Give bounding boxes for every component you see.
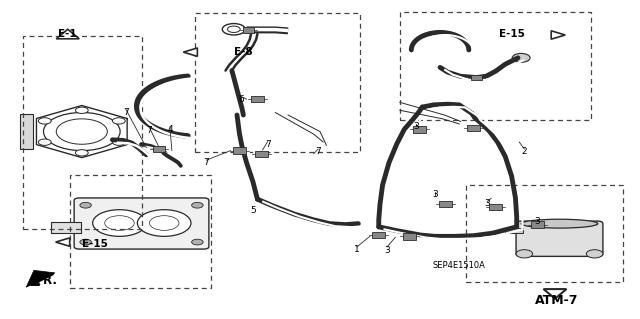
- Text: 7: 7: [316, 147, 321, 156]
- Bar: [439, 201, 452, 207]
- Polygon shape: [183, 48, 197, 56]
- Ellipse shape: [521, 219, 598, 228]
- Circle shape: [80, 239, 92, 245]
- Bar: [467, 124, 479, 131]
- Text: 6: 6: [239, 95, 244, 104]
- Bar: [403, 233, 416, 240]
- Circle shape: [586, 250, 603, 258]
- Bar: [251, 96, 264, 102]
- Bar: [233, 147, 246, 154]
- Bar: [243, 27, 254, 33]
- Polygon shape: [56, 29, 79, 39]
- Text: 7: 7: [204, 158, 209, 167]
- Circle shape: [516, 250, 532, 258]
- Bar: [255, 151, 268, 157]
- Bar: [20, 114, 33, 149]
- Bar: [51, 222, 81, 233]
- Bar: [531, 221, 543, 228]
- Polygon shape: [543, 289, 566, 299]
- Text: 4: 4: [167, 125, 173, 134]
- Bar: [154, 146, 165, 152]
- Text: ATM-7: ATM-7: [534, 294, 578, 307]
- Text: E-15: E-15: [83, 239, 108, 249]
- Circle shape: [93, 210, 147, 236]
- Text: E-1: E-1: [58, 29, 77, 39]
- Text: 7: 7: [265, 140, 271, 149]
- Text: E-15: E-15: [499, 29, 525, 39]
- Circle shape: [138, 210, 191, 236]
- FancyBboxPatch shape: [516, 221, 603, 256]
- Circle shape: [80, 202, 92, 208]
- Text: SEP4E1510A: SEP4E1510A: [433, 261, 486, 271]
- Circle shape: [38, 139, 51, 145]
- FancyBboxPatch shape: [74, 198, 209, 249]
- Circle shape: [38, 118, 51, 124]
- Circle shape: [76, 107, 88, 114]
- Circle shape: [191, 239, 203, 245]
- Text: E-8: E-8: [234, 47, 253, 56]
- Text: 1: 1: [354, 245, 360, 254]
- Circle shape: [512, 53, 530, 62]
- Text: 5: 5: [250, 206, 256, 215]
- Circle shape: [191, 202, 203, 208]
- Bar: [489, 204, 502, 210]
- Text: 7: 7: [147, 126, 152, 135]
- Text: FR.: FR.: [36, 274, 58, 287]
- Bar: [372, 232, 385, 238]
- Text: 2: 2: [522, 147, 527, 156]
- Circle shape: [113, 139, 125, 145]
- Circle shape: [113, 118, 125, 124]
- Bar: [413, 126, 426, 132]
- Text: 3: 3: [534, 217, 540, 226]
- Bar: [505, 228, 523, 233]
- Text: 7: 7: [123, 108, 129, 117]
- Circle shape: [76, 150, 88, 156]
- Text: 3: 3: [413, 122, 419, 131]
- Text: 3: 3: [432, 190, 438, 199]
- Polygon shape: [56, 238, 70, 246]
- Polygon shape: [26, 270, 55, 287]
- Text: 3: 3: [384, 246, 390, 255]
- Bar: [470, 75, 482, 80]
- Polygon shape: [551, 31, 565, 39]
- Text: 3: 3: [484, 199, 490, 208]
